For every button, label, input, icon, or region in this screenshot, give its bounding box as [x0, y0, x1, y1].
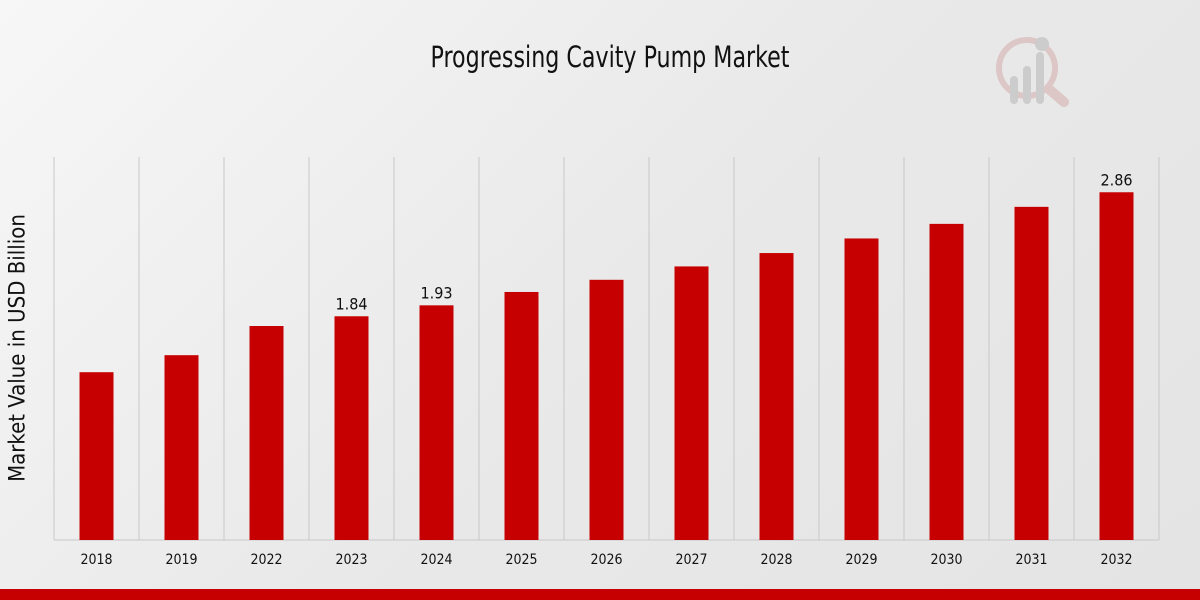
- bar-2026: [589, 279, 624, 540]
- bar-2027: [674, 266, 709, 540]
- data-label: 2.86: [1100, 170, 1132, 189]
- x-tick-label: 2030: [930, 552, 962, 568]
- bar-2031: [1014, 206, 1049, 540]
- x-tick-label: 2026: [590, 552, 622, 568]
- x-tick-label: 2024: [420, 552, 452, 568]
- x-tick-label: 2029: [845, 552, 877, 568]
- bar-2030: [929, 223, 964, 540]
- logo-watermark: [996, 37, 1069, 107]
- bar-2022: [249, 326, 284, 540]
- bar-2028: [759, 253, 794, 541]
- bar-2032: [1099, 192, 1134, 540]
- footer-band: [0, 589, 1200, 600]
- x-tick-label: 2032: [1100, 552, 1132, 568]
- bar-2024: [419, 305, 454, 540]
- chart-title: Progressing Cavity Pump Market: [430, 40, 790, 74]
- x-tick-label: 2022: [250, 552, 282, 568]
- x-tick-label: 2018: [80, 552, 112, 568]
- x-tick-label: 2028: [760, 552, 792, 568]
- data-label: 1.93: [420, 283, 452, 302]
- data-label: 1.84: [335, 294, 367, 313]
- x-tick-label: 2023: [335, 552, 367, 568]
- x-tick-label: 2025: [505, 552, 537, 568]
- x-tick-label: 2031: [1015, 552, 1047, 568]
- bar-2018: [79, 372, 114, 540]
- x-tick-label: 2019: [165, 552, 197, 568]
- bar-2019: [164, 355, 199, 540]
- bar-2023: [334, 316, 369, 540]
- bar-2029: [844, 238, 879, 540]
- x-tick-label: 2027: [675, 552, 707, 568]
- bar-2025: [504, 291, 539, 540]
